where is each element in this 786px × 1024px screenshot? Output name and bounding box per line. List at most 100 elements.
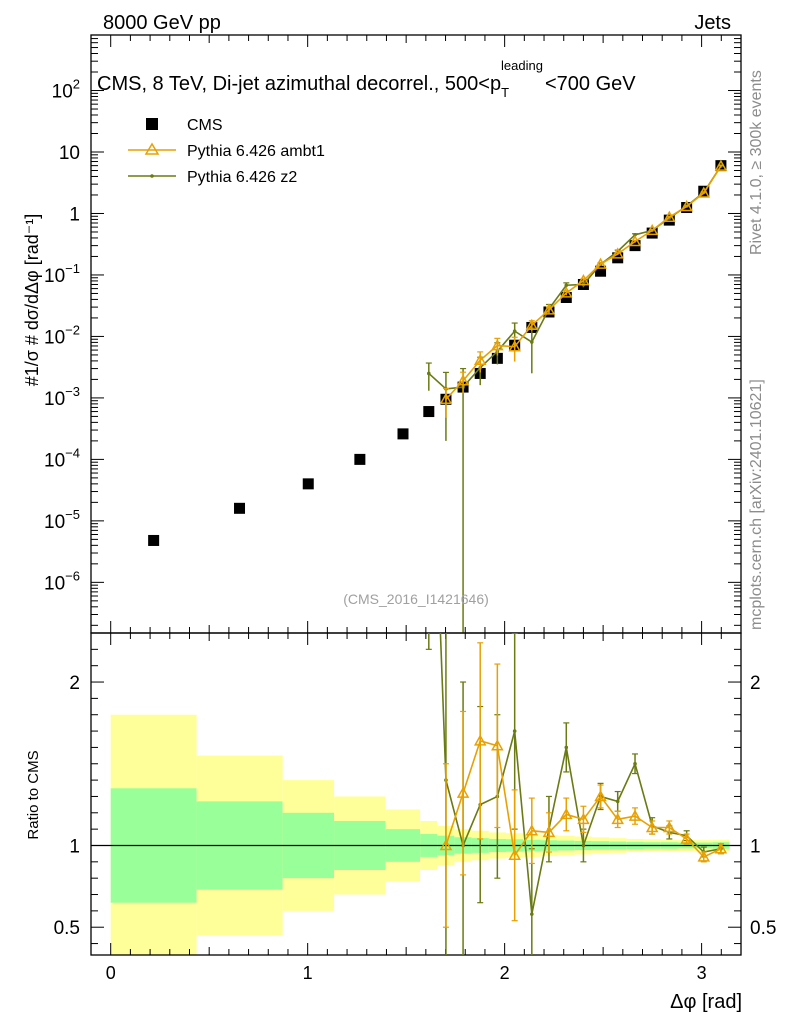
- y-tick-label: 10−4: [44, 445, 80, 471]
- main-marker-ambt1: [645, 223, 659, 236]
- cms-data-point: [646, 227, 658, 239]
- ratio-y-tick-label-right: 1: [750, 836, 761, 857]
- ratio-marker-z2: [564, 745, 569, 750]
- main-marker-ambt1: [594, 257, 607, 269]
- cms-data-point: [595, 265, 607, 277]
- main-marker-ambt1: [714, 159, 728, 171]
- main-marker-z2: [564, 283, 569, 288]
- y-tick-label: 10: [59, 143, 80, 164]
- y-tick-label: 10−1: [44, 261, 80, 287]
- ratio-marker-z2: [530, 912, 534, 916]
- x-tick-label: 0: [106, 963, 116, 983]
- ratio-y-tick-label-right: 2: [750, 673, 761, 694]
- y-tick-label-base: 10: [44, 450, 65, 471]
- legend-ambt1-marker: [144, 142, 160, 155]
- y-tick-label-base: 10: [44, 573, 65, 594]
- y-tick-label-base: 1: [69, 204, 80, 225]
- ratio-frame: [90, 632, 742, 956]
- ratio-marker-z2: [633, 761, 637, 766]
- main-marker-ambt1: [680, 199, 693, 212]
- x-tick-label: 2: [500, 963, 510, 983]
- y-tick-label-exp: −3: [65, 384, 80, 399]
- y-tick-label-base: 10: [44, 389, 65, 410]
- ratio-y-tick-label-left: 2: [69, 673, 80, 694]
- y-tick-label-exp: −2: [65, 322, 80, 337]
- plot-title: CMS, 8 TeV, Di-jet azimuthal decorrel., …: [97, 58, 636, 100]
- ratio-marker-ambt1: [680, 832, 693, 844]
- x-tick-label: 3: [697, 963, 707, 983]
- ratio-marker-ambt1: [456, 786, 470, 798]
- y-tick-label: 102: [52, 77, 80, 103]
- legend-ambt1-label: Pythia 6.426 ambt1: [187, 143, 325, 160]
- legend-cms-marker: [146, 118, 158, 130]
- main-marker-ambt1: [542, 303, 556, 315]
- y-tick-label-base: 10: [52, 82, 73, 103]
- ratio-plot: 0 1 2 3 0.5 0.5 1 1 2 2: [54, 632, 776, 983]
- title-sup: leading: [501, 58, 543, 73]
- main-marker-ambt1: [491, 339, 504, 351]
- ratio-marker-ambt1: [628, 809, 642, 821]
- x-tick-label: 1: [303, 963, 313, 983]
- ratio-marker-ambt1: [663, 820, 676, 833]
- main-marker-ambt1: [439, 392, 453, 405]
- y-tick-label-exp: −6: [65, 568, 80, 583]
- main-marker-ambt1: [663, 210, 676, 222]
- ratio-marker-z2: [581, 843, 586, 848]
- ratio-line-ambt1: [445, 739, 722, 858]
- ratio-y-tick-label-left: 1: [69, 836, 80, 857]
- title-sub: T: [501, 85, 509, 100]
- main-marker-z2: [512, 329, 517, 333]
- y-axis-label-ratio: Ratio to CMS: [25, 750, 42, 839]
- main-marker-ambt1: [628, 234, 642, 247]
- legend-z2-label: Pythia 6.426 z2: [187, 169, 297, 186]
- cms-data-point: [663, 214, 675, 226]
- cms-data-point: [397, 428, 409, 440]
- y-tick-label: 10−6: [44, 568, 80, 594]
- main-marker-ambt1: [560, 286, 573, 298]
- y-tick-label-base: 10: [44, 266, 65, 287]
- y-tick-label: 10−5: [44, 507, 80, 533]
- cms-data-point: [302, 478, 314, 490]
- y-tick-label-exp: −4: [65, 445, 80, 460]
- cms-data-point: [354, 453, 366, 465]
- ratio-marker-ambt1: [491, 739, 504, 751]
- ratio-marker-ambt1: [525, 824, 539, 836]
- main-series-ambt1: [439, 159, 728, 418]
- ratio-marker-ambt1: [645, 820, 659, 833]
- x-axis-label: Δφ [rad]: [670, 991, 742, 1013]
- main-marker-z2: [530, 340, 534, 344]
- ratio-marker-ambt1: [542, 825, 556, 838]
- analysis-watermark: (CMS_2016_I1421646): [343, 591, 489, 607]
- ratio-series-ambt1: [439, 642, 728, 928]
- ratio-line-z2: [439, 633, 722, 915]
- cms-data-point: [423, 406, 435, 418]
- y-tick-label-exp: −5: [65, 507, 80, 522]
- ratio-marker-ambt1: [594, 789, 607, 802]
- side-label-top: Rivet 4.1.0, ≥ 300k events: [748, 70, 765, 255]
- ratio-marker-ambt1: [560, 807, 573, 820]
- y-tick-label: 10−3: [44, 384, 80, 410]
- ratio-marker-z2: [615, 799, 620, 804]
- title-tail: <700 GeV: [545, 73, 636, 95]
- side-label-bottom: mcplots.cern.ch [arXiv:2401.10621]: [748, 379, 765, 630]
- legend: CMS Pythia 6.426 ambt1 Pythia 6.426 z2: [128, 117, 325, 186]
- main-marker-ambt1: [456, 374, 470, 386]
- main-line-ambt1: [445, 165, 722, 400]
- main-marker-ambt1: [473, 353, 487, 365]
- ratio-y-tick-label-left: 0.5: [54, 918, 80, 939]
- header-right: Jets: [694, 12, 731, 34]
- y-tick-label-base: 10: [44, 327, 65, 348]
- ratio-marker-ambt1: [473, 734, 487, 746]
- ratio-marker-ambt1: [439, 838, 453, 851]
- ratio-marker-ambt1: [508, 848, 521, 861]
- legend-cms-label: CMS: [187, 117, 223, 134]
- legend-z2-marker: [150, 174, 154, 178]
- main-marker-ambt1: [525, 318, 539, 331]
- y-tick-label-base: 10: [59, 143, 80, 164]
- cms-data-point: [234, 502, 246, 514]
- title-main: CMS, 8 TeV, Di-jet azimuthal decorrel., …: [97, 73, 501, 95]
- y-tick-label-base: 10: [44, 512, 65, 533]
- y-tick-label: 10−2: [44, 322, 80, 348]
- header-left: 8000 GeV pp: [103, 12, 221, 34]
